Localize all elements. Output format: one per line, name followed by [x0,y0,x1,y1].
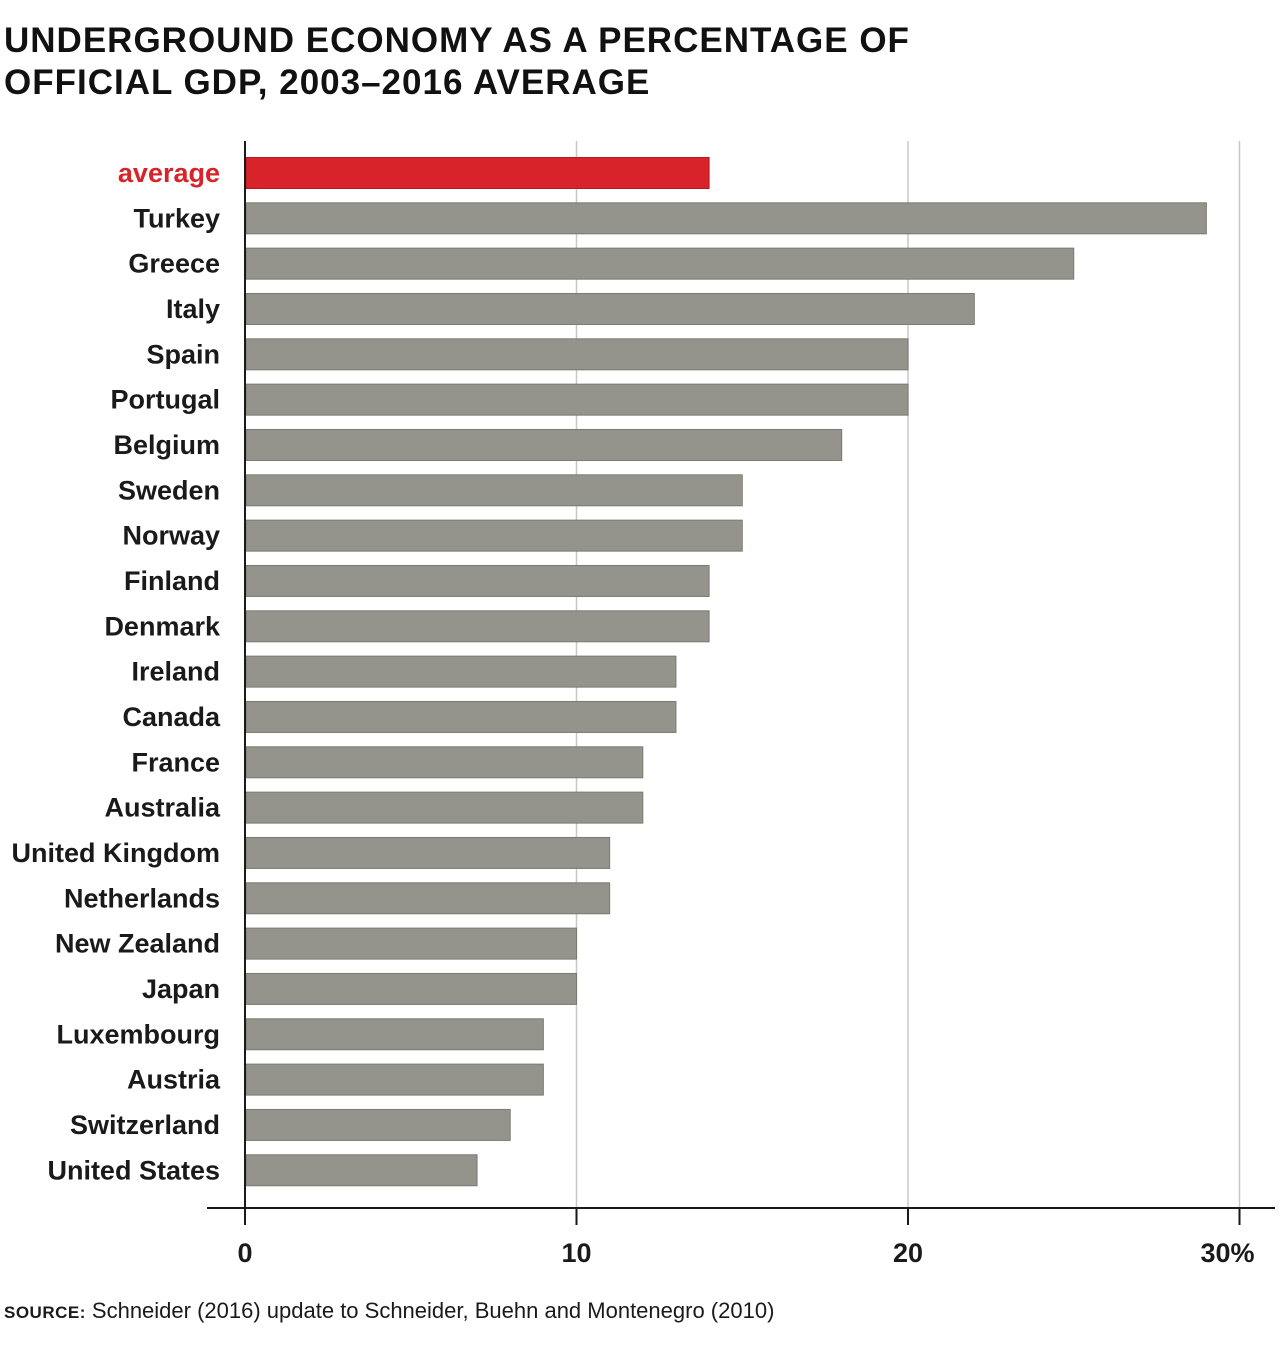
bar-france [245,746,644,779]
category-label-united-kingdom: United Kingdom [12,838,220,868]
bar-japan [245,972,577,1005]
category-label-belgium: Belgium [113,430,220,460]
bar-greece [245,247,1075,280]
category-label-turkey: Turkey [133,203,220,233]
chart-title-line-2: OFFICIAL GDP, 2003–2016 AVERAGE [4,63,651,102]
x-tick-label-10: 10 [561,1238,591,1268]
category-label-japan: Japan [142,974,220,1004]
category-label-united-states: United States [47,1155,220,1185]
category-label-sweden: Sweden [118,475,220,505]
bar-australia [245,791,644,824]
category-label-new-zealand: New Zealand [55,929,220,959]
category-label-ireland: Ireland [131,657,220,687]
source-note: source: Schneider (2016) update to Schnei… [4,1298,774,1324]
bar-canada [245,700,677,733]
x-tick-label-0: 0 [237,1238,252,1268]
bar-austria [245,1063,544,1096]
bar-finland [245,564,710,597]
category-labels: average Turkey Greece Italy Spain Portugal Bel… [12,158,221,1185]
bar-spain [245,338,909,371]
bar-ireland [245,655,677,688]
category-label-canada: Canada [122,702,221,732]
bar-belgium [245,428,843,461]
source-text: Schneider (2016) update to Schneider, Bu… [91,1298,775,1323]
category-label-greece: Greece [128,249,220,279]
x-tick-label-30: 30% [1200,1238,1254,1268]
category-label-switzerland: Switzerland [70,1110,220,1140]
bars [245,157,1207,1187]
category-label-norway: Norway [122,521,220,551]
bar-turkey [245,202,1207,235]
category-label-portugal: Portugal [110,385,220,415]
bar-united-states [245,1154,478,1187]
category-label-spain: Spain [146,339,220,369]
category-label-luxembourg: Luxembourg [56,1019,220,1049]
category-label-netherlands: Netherlands [64,883,220,913]
bar-denmark [245,610,710,643]
category-label-finland: Finland [124,566,220,596]
bar-luxembourg [245,1018,544,1051]
category-label-denmark: Denmark [104,611,221,641]
category-label-australia: Australia [104,793,221,823]
chart-title: UNDERGROUND ECONOMY AS A PERCENTAGE OF O… [4,20,1204,104]
category-label-italy: Italy [166,294,220,324]
bar-new-zealand [245,927,577,960]
bar-portugal [245,383,909,416]
bar-united-kingdom [245,836,611,869]
category-label-france: France [131,747,220,777]
bar-italy [245,292,975,325]
bar-netherlands [245,882,611,915]
bar-switzerland [245,1108,511,1141]
category-label-average: average [118,158,220,188]
category-label-austria: Austria [127,1065,221,1095]
source-label: source: [4,1303,86,1322]
bar-average [245,157,710,189]
x-axis: 0 10 20 30% [207,141,1275,1268]
chart-title-line-1: UNDERGROUND ECONOMY AS A PERCENTAGE OF [4,21,910,60]
x-tick-label-20: 20 [893,1238,923,1268]
bar-norway [245,519,743,552]
bar-sweden [245,474,743,507]
